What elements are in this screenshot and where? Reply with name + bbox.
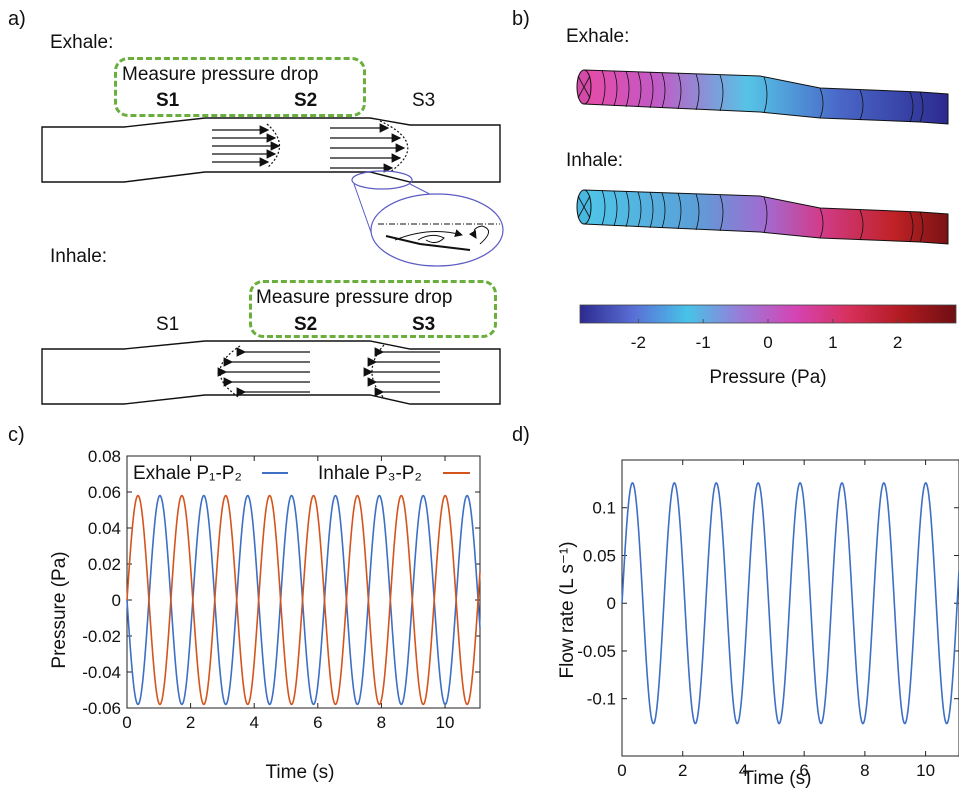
colorbar-tick-label: -1 [696,333,711,352]
pressure-chart: Pressure (Pa) Time (s) -0.06 -0.04 -0.02 0 0… [49,447,481,783]
plot-frame [621,459,959,757]
y-tick-label: 0.04 [88,519,121,538]
y-tick-label: 0.02 [88,555,121,574]
y-tick-label: -0.1 [587,690,616,709]
flow-rate-chart: Flow rate (L s⁻¹) Time (s) -0.1 -0.05 0 0.0… [557,459,959,789]
pressure-chart-xlabel: Time (s) [266,762,335,783]
y-tick-label: 0 [607,594,616,613]
x-tick-label: 8 [860,761,869,780]
x-tick-label: 10 [436,713,455,732]
x-tick-label: 8 [377,713,386,732]
exhale-airway-diagram [41,117,504,267]
exhale-tube [576,69,949,125]
colorbar-tick-label: -2 [631,333,646,352]
colorbar-tick-label: 1 [828,333,837,352]
exhale-section-s3: S3 [412,90,436,111]
flow-chart-xlabel: Time (s) [743,768,812,789]
inhale-measure-box [249,280,497,338]
legend-exhale-label: Exhale P₁-P₂ [133,463,242,484]
y-tick-label: 0.06 [88,483,121,502]
inhale-section-s3: S3 [412,314,436,335]
exhale-section-s2: S2 [294,90,318,111]
flow-chart-ylabel: Flow rate (L s⁻¹) [557,541,578,678]
inhale-title-a: Inhale: [50,246,108,267]
x-tick-label: 0 [122,713,131,732]
panel-b-label: b) [512,8,530,30]
exhale-title-a: Exhale: [50,32,114,53]
exhale-measure-label: Measure pressure drop [122,64,319,85]
y-tick-label: 0 [112,591,121,610]
x-tick-label: 10 [916,761,935,780]
colorbar-tick-label: 2 [893,333,902,352]
exhale-measure-box [114,57,366,117]
y-tick-label: 0.08 [88,447,121,466]
exhale-title-b: Exhale: [566,26,630,47]
colorbar-tick-label: 0 [763,333,772,352]
y-tick-label: -0.04 [82,663,121,682]
inhale-tube [576,189,949,245]
panel-d-label: d) [512,424,530,446]
x-tick-label: 6 [799,761,808,780]
y-tick-label: -0.02 [82,627,121,646]
inhale-section-s1: S1 [156,314,180,335]
inhale-airway-diagram [41,340,501,405]
pressure-chart-ylabel: Pressure (Pa) [49,551,70,668]
exhale-section-s1: S1 [156,90,180,111]
panel-c-label: c) [8,424,25,446]
colorbar-label: Pressure (Pa) [709,367,826,388]
y-tick-label: 0.05 [583,546,616,565]
x-tick-label: 2 [186,713,195,732]
inhale-measure-label: Measure pressure drop [256,287,453,308]
series-line-1 [126,494,481,706]
y-tick-label: -0.06 [82,699,121,718]
pressure-colorbar: -2 -1 0 1 2 Pressure (Pa) [579,304,957,388]
inhale-section-s2: S2 [294,314,318,335]
x-tick-label: 4 [739,761,748,780]
x-tick-label: 4 [249,713,258,732]
x-tick-label: 0 [617,761,626,780]
series-line-0 [126,494,481,706]
y-tick-label: 0.1 [592,499,616,518]
x-tick-label: 6 [313,713,322,732]
pressure-tube-renders [576,69,949,245]
x-tick-label: 2 [678,761,687,780]
legend-inhale-label: Inhale P₃-P₂ [318,463,422,484]
inhale-title-b: Inhale: [566,150,624,171]
series-line-0 [621,482,959,725]
y-tick-label: -0.05 [577,642,616,661]
panel-a-label: a) [8,8,26,30]
